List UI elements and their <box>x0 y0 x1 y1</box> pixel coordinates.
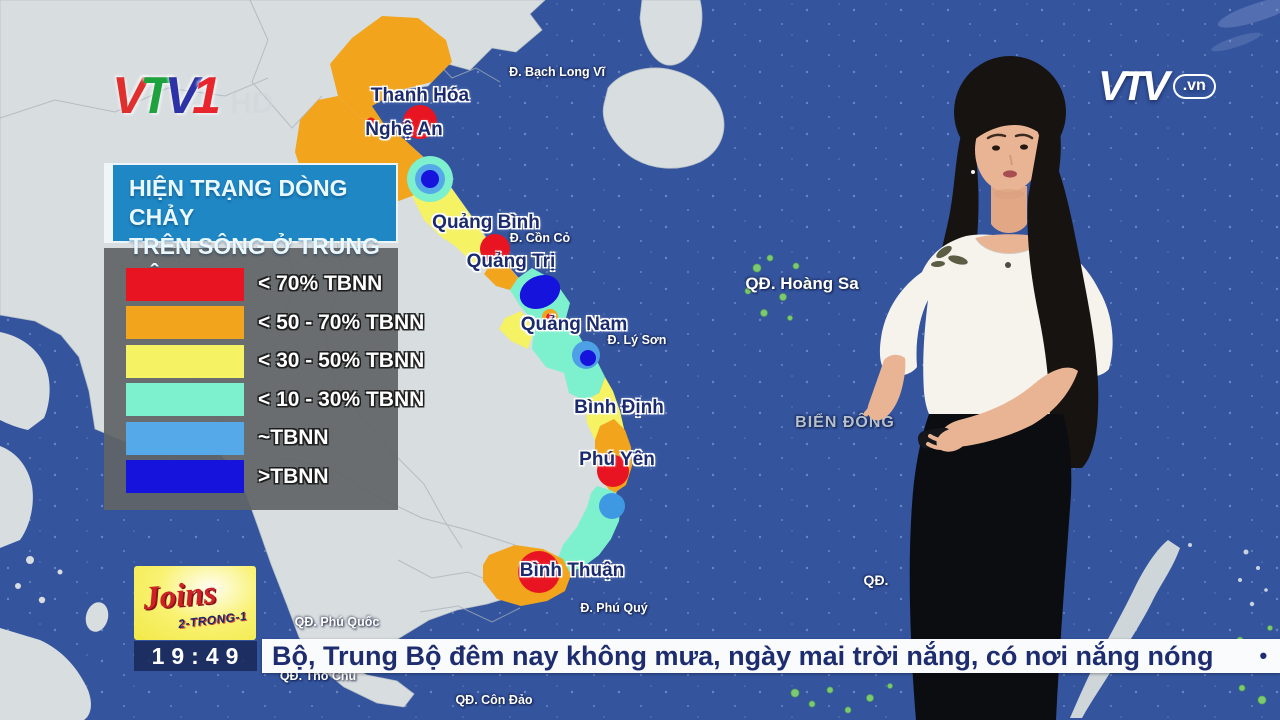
legend-label: < 10 - 30% TBNN <box>258 387 425 411</box>
label-bien-dong: BIỂN ĐÔNG <box>795 414 895 431</box>
vtv1-letter: V <box>164 67 199 125</box>
legend-row: < 50 - 70% TBNN <box>126 304 424 343</box>
legend-label: ~TBNN <box>258 426 329 450</box>
legend-row: < 10 - 30% TBNN <box>126 381 424 420</box>
label-con-dao: QĐ. Côn Đảo <box>455 693 533 707</box>
label-thanh-hoa: Thanh Hóa <box>370 85 470 106</box>
label-binh-thuan: Bình Thuận <box>519 560 625 581</box>
vtv-wordmark: VTV <box>1098 62 1170 109</box>
legend-row: ~TBNN <box>126 419 384 458</box>
label-ly-son: Đ. Lý Sơn <box>607 333 667 347</box>
label-quang-nam: Quảng Nam <box>520 314 628 335</box>
legend-swatch-yellow <box>126 344 244 378</box>
vtv1-channel-logo: VTV1 HD <box>112 66 273 126</box>
legend-label: < 30 - 50% TBNN <box>258 349 425 373</box>
presenter-silhouette <box>863 56 1113 720</box>
legend-title: HIỆN TRẠNG DÒNG CHẢY TRÊN SÔNG Ở TRUNG B… <box>104 163 398 289</box>
legend-title-stripe <box>104 163 113 243</box>
vtv1-letter: T <box>139 67 172 125</box>
hoang-sa-islands <box>744 254 812 321</box>
ticker-bullet: • <box>1259 643 1268 668</box>
legend-swatch-orange <box>126 306 244 340</box>
label-quang-binh: Quảng Bình <box>432 212 540 233</box>
legend-label: < 70% TBNN <box>258 272 383 296</box>
label-bach-long-vi: Đ. Bạch Long Vĩ <box>509 65 605 79</box>
label-hoang-sa: QĐ. Hoàng Sa <box>745 274 859 293</box>
vtv-vn-logo: VTV .vn <box>1098 62 1216 110</box>
hainan-island <box>602 67 725 169</box>
label-nghe-an: Nghệ An <box>365 119 443 140</box>
legend-title-line1: HIỆN TRẠNG DÒNG CHẢY <box>129 175 348 231</box>
legend-row: < 70% TBNN <box>126 265 384 304</box>
leizhou-peninsula <box>639 0 703 66</box>
vn-pill: .vn <box>1172 73 1216 99</box>
legend-swatch-darkblue <box>126 460 244 494</box>
label-phu-yen: Phú Yên <box>579 449 655 470</box>
legend-label: >TBNN <box>258 464 329 488</box>
phu-quoc-island <box>85 602 109 632</box>
ticker-text: Bộ, Trung Bộ đêm nay không mưa, ngày mai… <box>272 640 1214 671</box>
legend-row: < 30 - 50% TBNN <box>126 342 424 381</box>
news-ticker: Bộ, Trung Bộ đêm nay không mưa, ngày mai… <box>262 639 1280 673</box>
sponsor-ad-joins: Joins 2-TRONG-1 <box>134 566 256 640</box>
broadcast-clock: 19:49 <box>134 641 257 671</box>
legend-swatch-mint <box>126 383 244 417</box>
legend-swatch-lightblue <box>126 421 244 455</box>
legend-label: < 50 - 70% TBNN <box>258 310 425 334</box>
label-phu-quy: Đ. Phú Quý <box>580 601 648 615</box>
legend-body: < 70% TBNN < 50 - 70% TBNN < 30 - 50% TB… <box>104 248 424 510</box>
sponsor-brand: Joins <box>141 574 218 618</box>
vtv1-letter: V <box>112 67 147 125</box>
label-con-co: Đ. Cồn Cỏ <box>509 231 571 245</box>
label-phu-quoc: QĐ. Phú Quốc <box>294 615 380 629</box>
legend-swatch-red <box>126 267 244 301</box>
legend-row: >TBNN <box>126 458 384 497</box>
brooch <box>931 245 1011 268</box>
label-truong-sa: QĐ. <box>863 572 889 588</box>
vtv1-letter: 1 <box>192 67 221 125</box>
archipelago-streak <box>1070 540 1180 718</box>
hd-badge: HD <box>230 87 274 120</box>
label-quang-tri: Quảng Trị <box>466 251 556 272</box>
flow-legend: HIỆN TRẠNG DÒNG CHẢY TRÊN SÔNG Ở TRUNG B… <box>104 163 424 510</box>
label-binh-dinh: Bình Định <box>574 397 664 418</box>
